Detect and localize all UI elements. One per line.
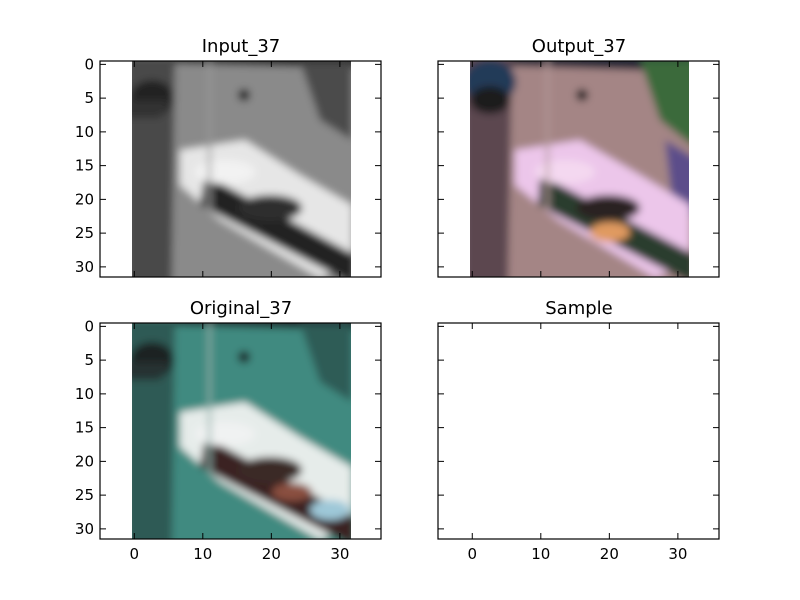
y-tick-label: 10 [75,123,94,141]
y-tick-label: 10 [75,385,94,403]
axes-1: 0 5 10 15 20 25 30 [75,55,382,278]
panel-output: Output_37 [470,36,689,277]
panel-title: Sample [545,298,613,319]
grayscale-boat-image [132,61,351,277]
y-tick-label: 15 [75,157,94,175]
y-tick-label: 25 [75,224,94,242]
colorized-boat-image [470,61,689,277]
panel-title: Input_37 [202,36,281,57]
panel-original: Original_37 [132,298,351,539]
y-tick-label: 30 [75,258,94,276]
x-tick-label: 10 [531,545,550,563]
axes-layer: 0 5 10 15 20 25 30 0 10 20 30 0 5 10 15 20 25 30 0 10 20 30 [75,55,720,563]
y-tick-label: 5 [84,351,94,369]
original-boat-image [132,323,351,539]
x-tick-label: 0 [467,545,477,563]
axes-frame [99,322,382,540]
panel-sample: Sample [545,298,613,319]
axes-frame [437,322,720,540]
y-tick-label: 15 [75,419,94,437]
y-tick-label: 20 [75,452,94,470]
x-tick-label: 30 [330,545,349,563]
axes-frame [437,60,720,278]
axes-2 [437,60,720,278]
panel-title: Output_37 [532,36,626,57]
y-tick-label: 30 [75,520,94,538]
y-tick-label: 0 [84,317,94,335]
x-tick-label: 20 [262,545,281,563]
y-tick-label: 25 [75,486,94,504]
y-tick-label: 20 [75,190,94,208]
y-tick-label: 0 [84,55,94,73]
x-tick-label: 0 [129,545,139,563]
x-tick-label: 10 [193,545,212,563]
y-tick-label: 5 [84,89,94,107]
panel-title: Original_37 [190,298,292,319]
axes-3: 0 10 20 30 0 5 10 15 20 25 30 [75,317,382,563]
panel-input: Input_37 [132,36,351,277]
axes-4: 0 10 20 30 [437,322,720,563]
x-tick-label: 30 [668,545,687,563]
axes-frame [99,60,382,278]
x-tick-label: 20 [600,545,619,563]
